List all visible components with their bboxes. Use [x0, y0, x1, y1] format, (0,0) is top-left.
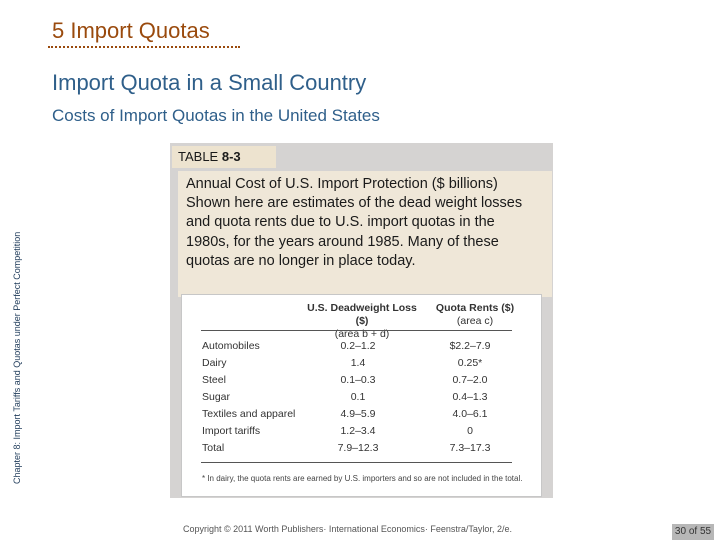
header-rule	[201, 330, 512, 331]
row-quota-rents: 4.0–6.1	[452, 408, 488, 420]
table-tab-prefix: TABLE	[178, 149, 219, 164]
row-label: Textiles and apparel	[202, 408, 296, 420]
row-deadweight-loss: 4.9–5.9	[340, 408, 376, 420]
row-quota-rents: 0.4–1.3	[452, 391, 488, 403]
row-quota-rents: 7.3–17.3	[449, 442, 491, 454]
column-header-deadweight-loss: U.S. Deadweight Loss ($) (area b + d)	[300, 302, 424, 341]
bottom-rule	[201, 462, 512, 463]
data-table	[181, 294, 542, 497]
table-tab: TABLE 8-3	[172, 146, 276, 168]
row-label: Dairy	[202, 357, 227, 369]
row-label: Automobiles	[202, 340, 260, 352]
column-header-quota-rents-area: (area c)	[456, 315, 494, 327]
column-header-quota-rents: Quota Rents ($) (area c)	[430, 302, 520, 328]
section-title: 5 Import Quotas	[52, 18, 210, 43]
row-deadweight-loss: 0.1	[350, 391, 366, 403]
slide-subheading: Costs of Import Quotas in the United Sta…	[52, 106, 380, 125]
table-caption: Annual Cost of U.S. Import Protection ($…	[186, 176, 523, 269]
row-deadweight-loss: 1.2–3.4	[340, 425, 376, 437]
row-quota-rents: 0.25*	[457, 357, 483, 369]
column-header-deadweight-loss-title: U.S. Deadweight Loss ($)	[307, 302, 417, 327]
chapter-side-label: Chapter 8: Import Tariffs and Quotas und…	[12, 231, 22, 484]
table-footnote: * In dairy, the quota rents are earned b…	[202, 474, 523, 483]
row-deadweight-loss: 7.9–12.3	[337, 442, 379, 454]
column-header-quota-rents-title: Quota Rents ($)	[435, 302, 515, 314]
row-quota-rents: $2.2–7.9	[449, 340, 491, 352]
row-deadweight-loss: 1.4	[350, 357, 366, 369]
page-number: 30 of 55	[672, 524, 714, 540]
row-label: Sugar	[202, 391, 231, 403]
row-label: Steel	[202, 374, 226, 386]
caption-background	[178, 171, 552, 297]
row-quota-rents: 0	[467, 425, 473, 437]
column-header-deadweight-loss-area: (area b + d)	[334, 328, 390, 340]
row-deadweight-loss: 0.2–1.2	[340, 340, 376, 352]
row-label: Total	[202, 442, 225, 454]
copyright-notice: Copyright © 2011 Worth Publishers· Inter…	[183, 524, 512, 534]
row-label: Import tariffs	[202, 425, 261, 437]
section-title-underline	[48, 46, 240, 48]
table-tab-number: 8-3	[221, 149, 241, 164]
row-deadweight-loss: 0.1–0.3	[340, 374, 376, 386]
row-quota-rents: 0.7–2.0	[452, 374, 488, 386]
slide-heading: Import Quota in a Small Country	[52, 70, 367, 95]
